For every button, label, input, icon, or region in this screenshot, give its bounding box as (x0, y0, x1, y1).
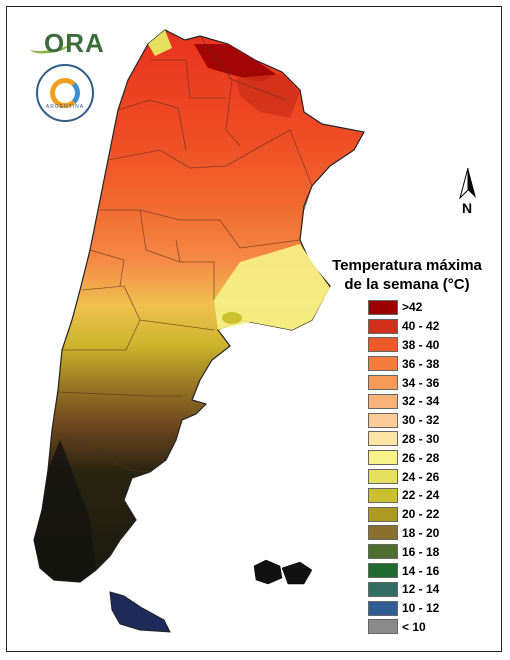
hot-zone-northeast (236, 74, 300, 118)
smn-logo: ARGENTINA (36, 64, 94, 122)
legend-swatch (368, 318, 398, 334)
cool-spot (222, 312, 242, 324)
legend-swatch (368, 431, 398, 447)
tierra-del-fuego (109, 591, 171, 633)
legend-item: 28 - 30 (368, 430, 492, 449)
legend-swatch (368, 544, 398, 560)
north-arrow-label: N (462, 200, 473, 216)
smn-logo-text: ARGENTINA (45, 104, 85, 110)
legend-items: >42 40 - 42 38 - 40 36 - 38 34 - 36 32 - 34 30… (368, 298, 492, 636)
legend-swatch (368, 299, 398, 315)
legend-label: < 10 (402, 619, 426, 634)
legend-title-line2: de la semana (°C) (344, 276, 470, 293)
legend-label: 30 - 32 (402, 413, 440, 428)
north-arrow: N (456, 166, 480, 216)
legend-item: 30 - 32 (368, 411, 492, 430)
legend-label: >42 (402, 300, 423, 315)
legend-label: 10 - 12 (402, 601, 440, 616)
legend-item: 32 - 34 (368, 392, 492, 411)
hot-zone-north (194, 44, 276, 82)
legend-item: 22 - 24 (368, 486, 492, 505)
zone-patagonia-dark (34, 440, 96, 582)
legend-item: 20 - 22 (368, 505, 492, 524)
legend-title: Temperatura máxima de la semana (°C) (322, 256, 492, 294)
falkland-islands (253, 559, 313, 585)
legend-item: 10 - 12 (368, 599, 492, 618)
mainland-shape (33, 29, 365, 583)
legend-item: 16 - 18 (368, 542, 492, 561)
legend-label: 20 - 22 (402, 507, 440, 522)
legend-label: 12 - 14 (402, 582, 440, 597)
legend-swatch (368, 619, 398, 635)
legend-label: 26 - 28 (402, 450, 440, 465)
legend-item: 24 - 26 (368, 467, 492, 486)
map-frame (6, 6, 502, 652)
legend-swatch (368, 337, 398, 353)
legend-item: >42 (368, 298, 492, 317)
legend-swatch (368, 563, 398, 579)
ora-logo-text: ORA (44, 28, 105, 58)
legend-item: 12 - 14 (368, 580, 492, 599)
ora-logo: ORA (29, 26, 105, 60)
legend-label: 40 - 42 (402, 319, 440, 334)
legend-item: 14 - 16 (368, 561, 492, 580)
legend-label: 34 - 36 (402, 375, 440, 390)
legend-item: 40 - 42 (368, 317, 492, 336)
legend-label: 18 - 20 (402, 525, 440, 540)
legend: Temperatura máxima de la semana (°C) >42… (322, 256, 492, 636)
legend-title-line1: Temperatura máxima (332, 257, 482, 274)
legend-label: 22 - 24 (402, 488, 440, 503)
legend-swatch (368, 581, 398, 597)
legend-swatch (368, 600, 398, 616)
legend-swatch (368, 487, 398, 503)
legend-label: 28 - 30 (402, 431, 440, 446)
legend-item: 34 - 36 (368, 373, 492, 392)
legend-label: 24 - 26 (402, 469, 440, 484)
legend-item: 26 - 28 (368, 448, 492, 467)
legend-swatch (368, 375, 398, 391)
legend-item: 38 - 40 (368, 336, 492, 355)
legend-swatch (368, 450, 398, 466)
legend-swatch (368, 469, 398, 485)
legend-swatch (368, 412, 398, 428)
coastal-zone-buenos-aires (214, 244, 330, 330)
legend-swatch (368, 525, 398, 541)
legend-item: 18 - 20 (368, 524, 492, 543)
legend-item: 36 - 38 (368, 354, 492, 373)
zone-northwest-peak (148, 30, 172, 56)
legend-item: < 10 (368, 618, 492, 637)
province-borders (51, 35, 313, 473)
legend-label: 38 - 40 (402, 337, 440, 352)
smn-logo-emblem-icon (50, 78, 80, 108)
legend-label: 16 - 18 (402, 544, 440, 559)
north-arrow-icon (459, 167, 476, 200)
legend-swatch (368, 356, 398, 372)
legend-label: 32 - 34 (402, 394, 440, 409)
legend-label: 14 - 16 (402, 563, 440, 578)
legend-swatch (368, 506, 398, 522)
legend-label: 36 - 38 (402, 356, 440, 371)
legend-swatch (368, 393, 398, 409)
